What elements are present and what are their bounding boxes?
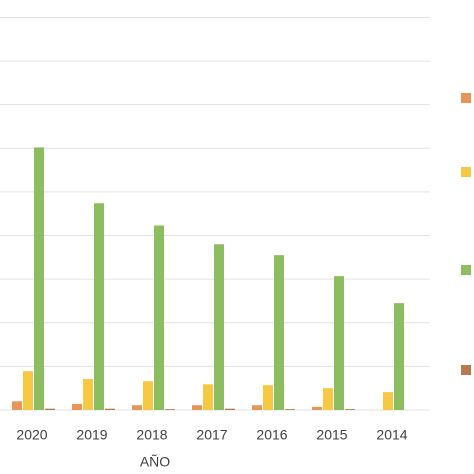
bar xyxy=(12,401,22,410)
bar xyxy=(214,244,224,410)
bar xyxy=(203,384,213,410)
bar xyxy=(34,147,44,410)
bar xyxy=(154,225,164,410)
x-tick-label: 2016 xyxy=(256,427,287,443)
bar xyxy=(225,408,235,410)
bar xyxy=(252,405,262,410)
x-axis-label: AÑO xyxy=(140,454,170,470)
x-tick-label: 2019 xyxy=(76,427,107,443)
legend-marker xyxy=(461,365,471,375)
x-tick-label: 2020 xyxy=(16,427,47,443)
bar xyxy=(274,255,284,410)
bar xyxy=(323,388,333,410)
bar xyxy=(165,409,175,410)
bar xyxy=(23,371,33,410)
bar xyxy=(312,406,322,410)
bar xyxy=(285,409,295,410)
legend-marker xyxy=(461,167,471,177)
bar xyxy=(334,276,344,410)
bar xyxy=(394,303,404,410)
bar xyxy=(263,385,273,410)
bar xyxy=(83,379,93,410)
bar xyxy=(94,203,104,410)
x-tick-label: 2014 xyxy=(376,427,407,443)
x-tick-label: 2015 xyxy=(316,427,347,443)
x-tick-label: 2017 xyxy=(196,427,227,443)
legend-marker xyxy=(461,93,471,103)
bar xyxy=(105,408,115,410)
bar xyxy=(143,381,153,410)
bar xyxy=(192,405,202,410)
x-tick-label: 2018 xyxy=(136,427,167,443)
bar xyxy=(72,403,82,410)
bar xyxy=(45,408,55,410)
bar xyxy=(132,405,142,410)
bar xyxy=(345,409,355,410)
bar xyxy=(383,392,393,410)
legend-marker xyxy=(461,265,471,275)
